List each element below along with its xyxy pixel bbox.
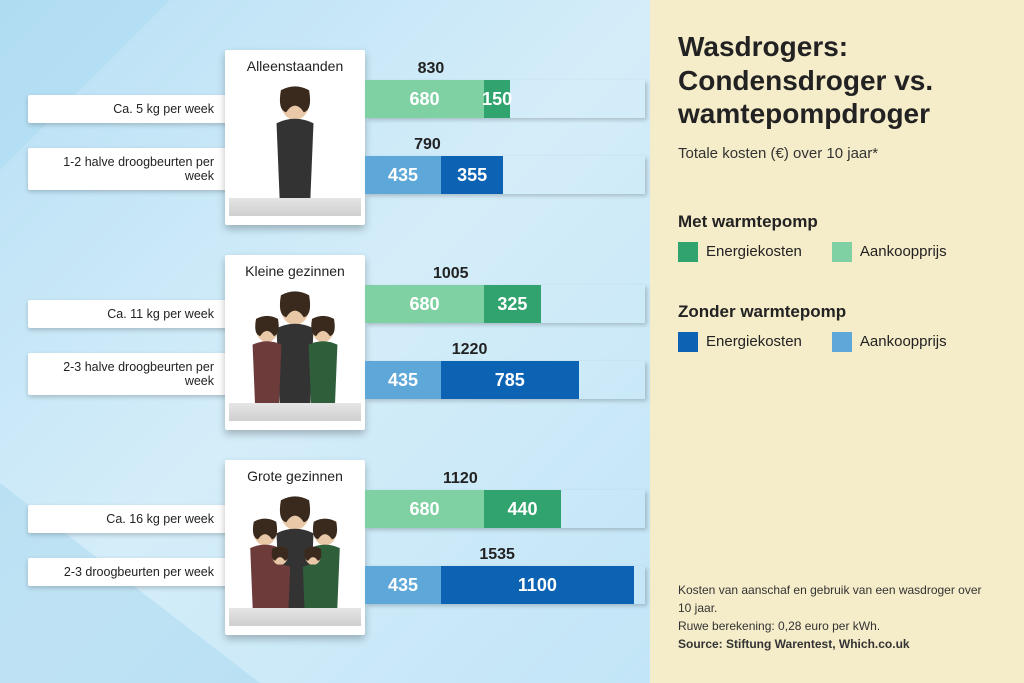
legend-without-heatpump: Zonder warmtepomp Energiekosten Aankoopp… xyxy=(678,302,996,352)
bar-without-heatpump: 790 435 355 xyxy=(365,136,645,194)
usage-label: Ca. 16 kg per week xyxy=(28,505,228,533)
bar-seg-purchase: 435 xyxy=(365,156,441,194)
legend-label: Energiekosten xyxy=(706,333,802,350)
household-card: Alleenstaanden xyxy=(225,50,365,225)
bar-seg-energy: 325 xyxy=(484,285,541,323)
usage-label: Ca. 11 kg per week xyxy=(28,300,228,328)
legend-item-energy: Energiekosten xyxy=(678,242,802,262)
bar-total-value: 1120 xyxy=(365,470,645,488)
bar-seg-energy: 785 xyxy=(441,361,578,399)
legend-with-heatpump: Met warmtepomp Energiekosten Aankoopprij… xyxy=(678,212,996,262)
usage-label: Ca. 5 kg per week xyxy=(28,95,228,123)
cycles-label: 2-3 halve droogbeurten per week xyxy=(28,353,228,395)
bar-with-heatpump: 1005 680 325 xyxy=(365,265,645,323)
legend-title: Met warmtepomp xyxy=(678,212,996,232)
household-group: Ca. 5 kg per week 1-2 halve droogbeurten… xyxy=(0,40,650,235)
bar-total-value: 1535 xyxy=(365,546,645,564)
swatch-icon xyxy=(832,332,852,352)
bar-without-heatpump: 1535 435 1100 xyxy=(365,546,645,604)
bar-with-heatpump: 1120 680 440 xyxy=(365,470,645,528)
legend-label: Aankoopprijs xyxy=(860,333,947,350)
bar-seg-purchase: 680 xyxy=(365,285,484,323)
bar-seg-purchase: 680 xyxy=(365,490,484,528)
people-icon xyxy=(235,283,355,403)
footer-line: Kosten van aanschaf en gebruik van een w… xyxy=(678,581,996,617)
bar-total-value: 1005 xyxy=(365,265,645,283)
legend-item-energy: Energiekosten xyxy=(678,332,802,352)
legend-panel: Wasdrogers: Condensdroger vs. wamtepompd… xyxy=(650,0,1024,683)
subtitle: Totale kosten (€) over 10 jaar* xyxy=(678,145,996,162)
household-group: Ca. 11 kg per week 2-3 halve droogbeurte… xyxy=(0,245,650,440)
bar-seg-purchase: 680 xyxy=(365,80,484,118)
swatch-icon xyxy=(678,332,698,352)
chart-panel: Ca. 5 kg per week 1-2 halve droogbeurten… xyxy=(0,0,650,683)
people-icon xyxy=(235,488,355,608)
footer-line: Ruwe berekening: 0,28 euro per kWh. xyxy=(678,617,996,635)
bar-seg-purchase: 435 xyxy=(365,361,441,399)
people-icon xyxy=(235,78,355,198)
bar-seg-energy: 1100 xyxy=(441,566,634,604)
legend-label: Energiekosten xyxy=(706,243,802,260)
title: Wasdrogers: Condensdroger vs. wamtepompd… xyxy=(678,30,996,131)
legend-item-purchase: Aankoopprijs xyxy=(832,242,947,262)
bar-chart: 1005 680 325 1220 435 785 xyxy=(365,265,645,417)
bar-total-value: 1220 xyxy=(365,341,645,359)
household-group: Ca. 16 kg per week 2-3 droogbeurten per … xyxy=(0,450,650,645)
household-card: Kleine gezinnen xyxy=(225,255,365,430)
bar-total-value: 790 xyxy=(365,136,645,154)
household-card: Grote gezinnen xyxy=(225,460,365,635)
footer-notes: Kosten van aanschaf en gebruik van een w… xyxy=(678,581,996,653)
bar-chart: 830 680 150 790 435 355 xyxy=(365,60,645,212)
bar-without-heatpump: 1220 435 785 xyxy=(365,341,645,399)
swatch-icon xyxy=(678,242,698,262)
legend-label: Aankoopprijs xyxy=(860,243,947,260)
bar-seg-energy: 355 xyxy=(441,156,503,194)
bar-seg-energy: 440 xyxy=(484,490,561,528)
swatch-icon xyxy=(832,242,852,262)
bar-chart: 1120 680 440 1535 435 1100 xyxy=(365,470,645,622)
bar-with-heatpump: 830 680 150 xyxy=(365,60,645,118)
household-name: Alleenstaanden xyxy=(225,50,365,78)
cycles-label: 2-3 droogbeurten per week xyxy=(28,558,228,586)
bar-seg-purchase: 435 xyxy=(365,566,441,604)
household-name: Grote gezinnen xyxy=(225,460,365,488)
household-name: Kleine gezinnen xyxy=(225,255,365,283)
footer-source: Source: Stiftung Warentest, Which.co.uk xyxy=(678,635,996,653)
legend-title: Zonder warmtepomp xyxy=(678,302,996,322)
cycles-label: 1-2 halve droogbeurten per week xyxy=(28,148,228,190)
bar-seg-energy: 150 xyxy=(484,80,510,118)
legend-item-purchase: Aankoopprijs xyxy=(832,332,947,352)
bar-total-value: 830 xyxy=(365,60,645,78)
